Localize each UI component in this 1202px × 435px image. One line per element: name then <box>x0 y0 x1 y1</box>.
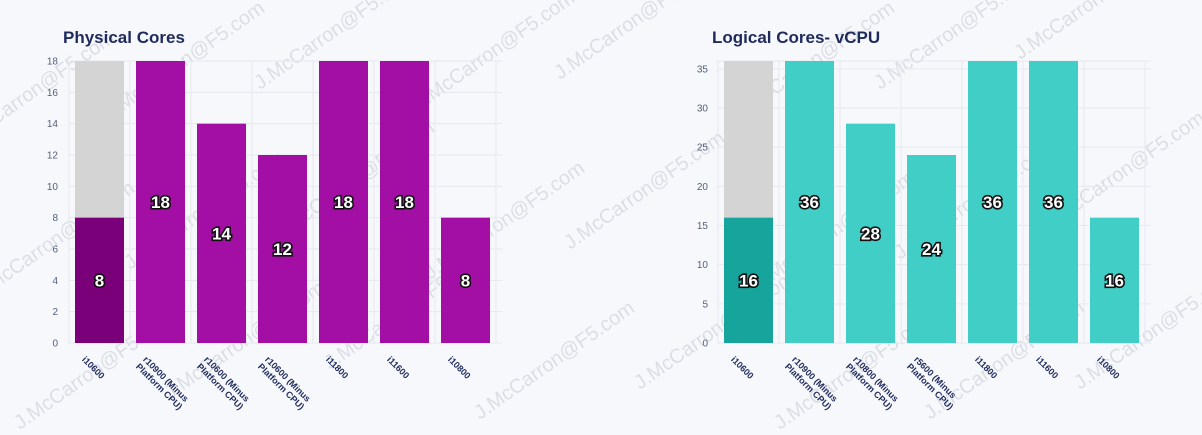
physical-cores-x-axis: i10600 r10900 (MinusPlatform CPU) r10600 (… <box>80 354 473 411</box>
y-tick-label: 35 <box>697 64 709 75</box>
data-label: 36 <box>1044 193 1063 212</box>
y-tick-label: 2 <box>52 307 58 318</box>
x-tick-label: i10600 <box>729 354 756 381</box>
data-label: 16 <box>1105 271 1124 290</box>
x-tick-label: i11600 <box>385 354 411 380</box>
data-label: 28 <box>861 224 880 243</box>
y-tick-label: 14 <box>47 119 59 130</box>
bar <box>1090 217 1139 343</box>
y-tick-label: 6 <box>52 245 58 256</box>
y-tick-label: 10 <box>47 182 59 193</box>
watermark-text: J.McCarron@F5.com <box>1010 0 1179 64</box>
physical-cores-bars <box>75 61 490 344</box>
bar <box>785 61 834 343</box>
physical-cores-data-labels: 8 18 14 12 18 18 8 <box>93 191 472 292</box>
bar <box>968 61 1017 343</box>
data-label: 24 <box>922 240 941 259</box>
bar <box>846 123 895 344</box>
x-tick-label: r10600 (MinusPlatform CPU) <box>256 354 313 411</box>
bar <box>197 123 246 344</box>
physical-cores-y-axis: 0 2 4 6 8 10 12 14 16 18 <box>47 57 59 350</box>
y-tick-label: 10 <box>697 260 709 271</box>
y-tick-label: 4 <box>52 276 58 287</box>
data-label: 36 <box>800 193 819 212</box>
logical-cores-y-axis: 0 5 10 15 20 25 30 35 <box>697 64 709 349</box>
logical-cores-chart: Logical Cores- vCPU 0 5 10 15 20 25 30 35 i1060… <box>697 28 1151 412</box>
data-label: 36 <box>983 193 1002 212</box>
y-tick-label: 0 <box>52 339 58 350</box>
physical-cores-title: Physical Cores <box>63 28 185 47</box>
bar <box>441 217 490 343</box>
x-tick-label: i11600 <box>1034 354 1060 380</box>
bar <box>380 61 429 343</box>
data-label: 14 <box>212 224 231 243</box>
data-label: 18 <box>334 193 353 212</box>
data-label: 18 <box>151 193 170 212</box>
y-tick-label: 15 <box>697 221 709 232</box>
y-tick-label: 12 <box>47 151 59 162</box>
physical-cores-chart: Physical Cores 0 2 4 6 8 10 12 14 16 18 i10600 r10… <box>47 28 502 412</box>
logical-cores-bars <box>724 61 1139 344</box>
bar <box>907 155 956 343</box>
data-label: 8 <box>95 271 104 290</box>
y-tick-label: 30 <box>697 104 709 115</box>
data-label: 8 <box>461 271 470 290</box>
bar <box>258 155 307 343</box>
bar <box>724 217 773 343</box>
bar <box>75 217 124 343</box>
bar <box>319 61 368 343</box>
y-tick-label: 5 <box>702 299 708 310</box>
data-label: 18 <box>395 193 414 212</box>
data-label: 16 <box>739 271 758 290</box>
watermark-text: J.McCarron@F5.com <box>410 0 579 114</box>
y-tick-label: 16 <box>47 88 59 99</box>
y-tick-label: 0 <box>702 339 708 350</box>
y-tick-label: 18 <box>47 57 59 68</box>
watermark-text: J.McCarron@F5.com <box>550 0 719 84</box>
bar <box>136 61 185 343</box>
y-tick-label: 20 <box>697 182 709 193</box>
logical-cores-title: Logical Cores- vCPU <box>712 28 880 47</box>
data-label: 12 <box>273 240 292 259</box>
x-tick-label: i10800 <box>446 354 473 381</box>
logical-cores-data-labels: 16 36 28 24 36 36 16 <box>737 191 1125 292</box>
bar <box>1029 61 1078 343</box>
y-tick-label: 25 <box>697 143 709 154</box>
y-tick-label: 8 <box>52 213 58 224</box>
